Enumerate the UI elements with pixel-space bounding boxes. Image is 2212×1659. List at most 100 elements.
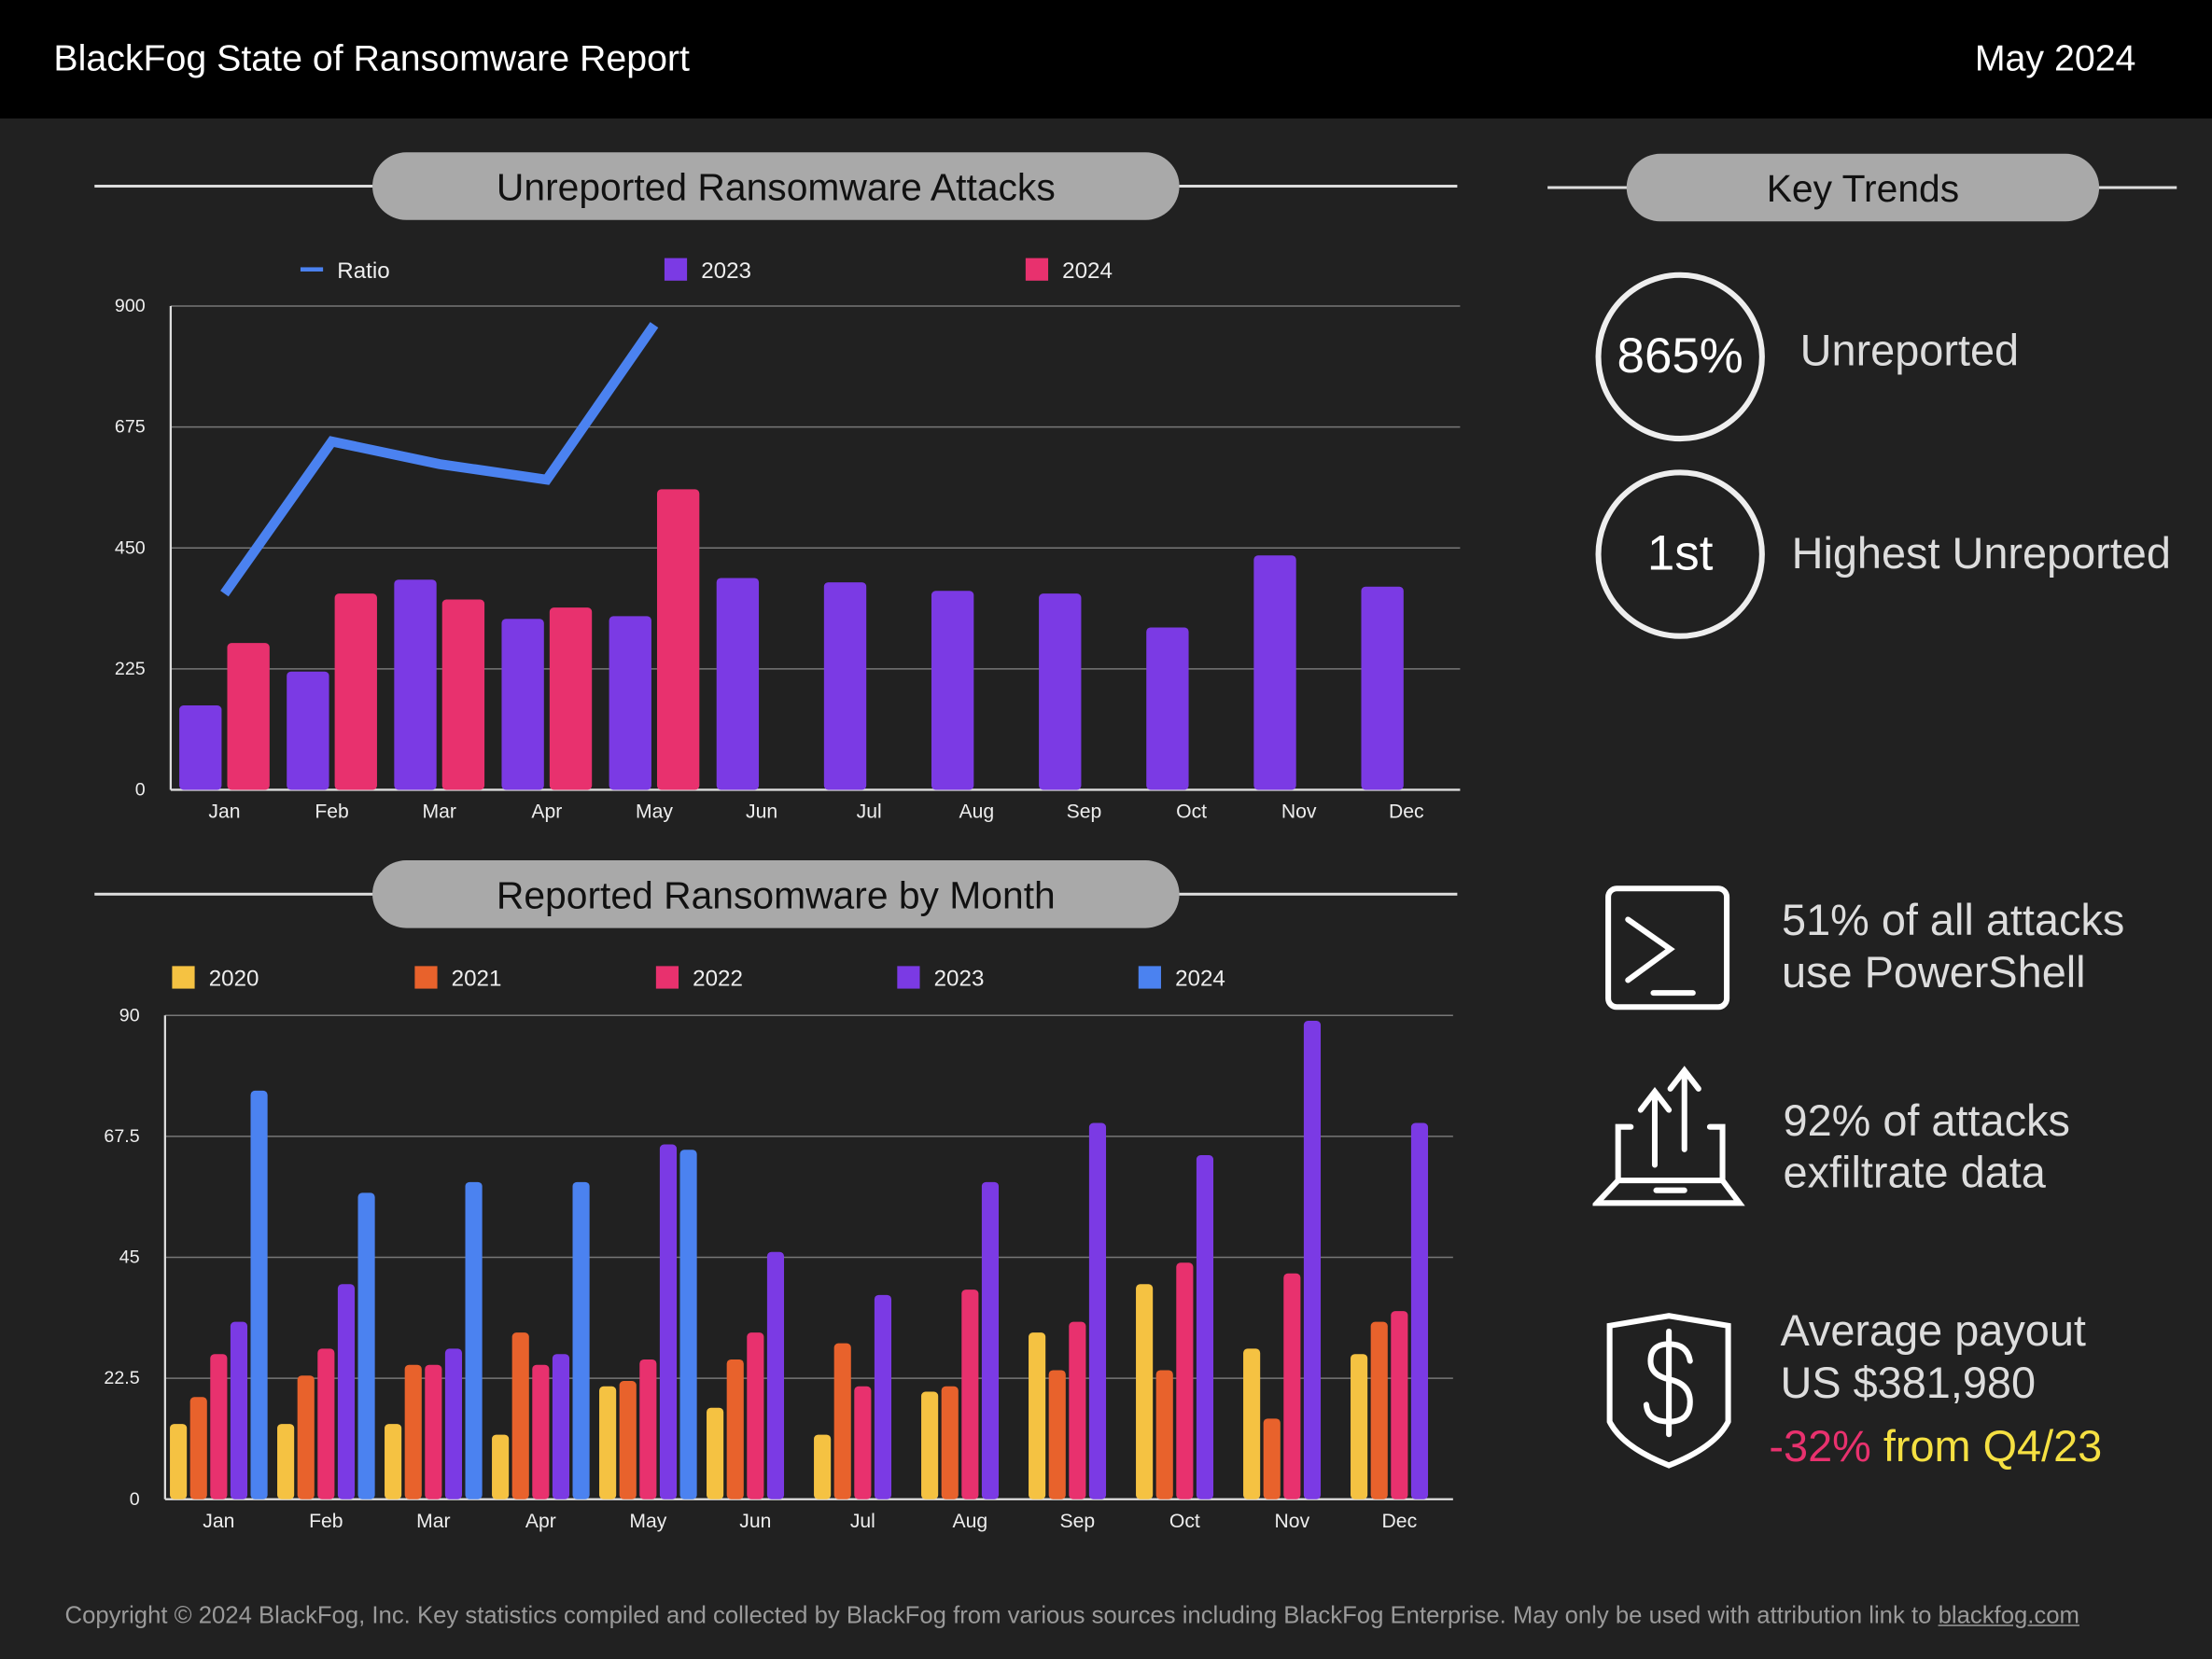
x-tick-label: Sep [1067, 802, 1102, 823]
legend-swatch [1025, 258, 1049, 281]
powershell-line1: 51% of all attacks [1782, 895, 2125, 945]
powershell-stat: 51% of all attacks use PowerShell [1782, 894, 2124, 998]
bar-2022-Jan [210, 1354, 228, 1499]
bar-2024-Feb [357, 1192, 375, 1499]
x-tick-label: Feb [315, 802, 348, 823]
bar-2023-Oct [1196, 1155, 1214, 1499]
exfil-line2: exfiltrate data [1783, 1148, 2046, 1198]
bar-2022-Nov [1283, 1273, 1301, 1499]
exfiltration-stat: 92% of attacks exfiltrate data [1784, 1094, 2070, 1199]
bar-2021-Mar [404, 1364, 422, 1499]
key-trends-title: Key Trends [1626, 153, 2100, 222]
y-tick-label: 67.5 [104, 1126, 139, 1147]
bar-2024-Apr [572, 1181, 590, 1499]
x-tick-label: Sep [1060, 1511, 1096, 1532]
legend-swatch [172, 966, 195, 989]
payout-change: -32% [1769, 1421, 1871, 1471]
bar-2021-May [619, 1380, 637, 1499]
bar-2020-Jul [814, 1434, 832, 1499]
bar-2020-Mar [385, 1424, 402, 1499]
bar-2023-Feb [337, 1284, 356, 1499]
y-tick-label: 450 [115, 537, 146, 558]
legend-swatch [664, 258, 688, 281]
bar-2023-Oct [1146, 627, 1189, 790]
bar-2024-May [656, 489, 700, 790]
bar-2023-Jun [716, 578, 760, 790]
x-tick-label: Nov [1281, 802, 1317, 823]
x-tick-label: Jan [203, 1511, 234, 1532]
bar-2023-Jan [230, 1321, 248, 1499]
report-title: BlackFog State of Ransomware Report [53, 36, 690, 79]
x-tick-label: Oct [1169, 1511, 1200, 1532]
x-tick-label: Aug [959, 802, 995, 823]
y-tick-label: 0 [135, 779, 146, 800]
legend-swatch [655, 966, 679, 989]
bar-2020-Oct [1136, 1284, 1154, 1499]
bar-2020-Jun [707, 1407, 724, 1499]
bar-2023-Nov [1253, 555, 1296, 790]
bar-2023-Apr [552, 1354, 570, 1499]
y-tick-label: 90 [119, 1005, 140, 1025]
legend-label: 2020 [209, 967, 259, 992]
bar-2023-Nov [1303, 1021, 1322, 1499]
legend-swatch [897, 966, 920, 989]
bar-2023-May [609, 616, 651, 790]
x-tick-label: Oct [1176, 802, 1207, 823]
bar-2023-Feb [287, 671, 329, 790]
bar-2022-Jul [854, 1386, 872, 1499]
unreported-percent-badge: 865% [1595, 272, 1765, 442]
payout-change-period: from Q4/23 [1883, 1421, 2103, 1471]
bar-2021-Oct [1155, 1370, 1173, 1499]
x-tick-label: Nov [1275, 1511, 1310, 1532]
bar-2022-Apr [532, 1364, 550, 1499]
line-Ratio [220, 322, 659, 597]
unreported-label: Unreported [1799, 326, 2020, 376]
bar-2024-Jan [227, 643, 270, 790]
bar-2020-Nov [1243, 1348, 1261, 1499]
bar-2023-May [659, 1144, 678, 1499]
legend-label: 2023 [934, 967, 985, 992]
bar-2023-Dec [1361, 586, 1404, 790]
y-tick-label: 0 [130, 1489, 140, 1510]
bar-2020-Dec [1351, 1354, 1368, 1499]
bar-2022-May [639, 1359, 657, 1499]
x-tick-label: Jul [857, 802, 882, 823]
legend-label: 2021 [452, 967, 502, 992]
legend-label: Ratio [337, 258, 389, 284]
bar-2021-Nov [1263, 1418, 1281, 1499]
header-bar: BlackFog State of Ransomware Report May … [0, 0, 2212, 118]
payout-amount: US $381,980 [1780, 1358, 2037, 1408]
x-tick-label: Jun [739, 1511, 771, 1532]
rank-label: Highest Unreported [1791, 528, 2171, 579]
y-tick-label: 900 [115, 296, 146, 316]
bar-2021-Dec [1370, 1321, 1388, 1499]
bar-2022-Sep [1069, 1321, 1086, 1499]
bar-2024-Mar [441, 599, 485, 790]
bar-2023-Jul [874, 1294, 892, 1499]
bar-2022-Mar [425, 1364, 442, 1499]
bar-2022-Oct [1176, 1262, 1194, 1499]
report-date: May 2024 [1974, 36, 2136, 79]
shield-dollar-icon [1606, 1313, 1731, 1469]
legend-label: 2024 [1175, 967, 1225, 992]
chart1-title: Unreported Ransomware Attacks [372, 152, 1180, 220]
rank-badge: 1st [1595, 469, 1765, 639]
bar-2021-Jan [189, 1397, 207, 1499]
x-tick-label: Apr [525, 1511, 556, 1532]
bar-2022-Aug [961, 1290, 979, 1499]
bar-2021-Feb [297, 1375, 315, 1499]
x-tick-label: Dec [1382, 1511, 1418, 1532]
y-tick-label: 45 [119, 1248, 140, 1268]
x-tick-label: Jul [850, 1511, 875, 1532]
bar-2024-Apr [549, 607, 593, 790]
bar-2024-Feb [334, 593, 377, 790]
bar-2021-Aug [941, 1386, 959, 1499]
copyright-text: Copyright © 2024 BlackFog, Inc. Key stat… [64, 1602, 1932, 1629]
legend-label: 2024 [1062, 258, 1113, 284]
bar-2022-Jun [747, 1332, 764, 1499]
blackfog-link[interactable]: blackfog.com [1938, 1602, 2079, 1629]
x-tick-label: Mar [416, 1511, 450, 1532]
x-tick-label: Mar [422, 802, 455, 823]
bar-2021-Apr [511, 1332, 529, 1499]
